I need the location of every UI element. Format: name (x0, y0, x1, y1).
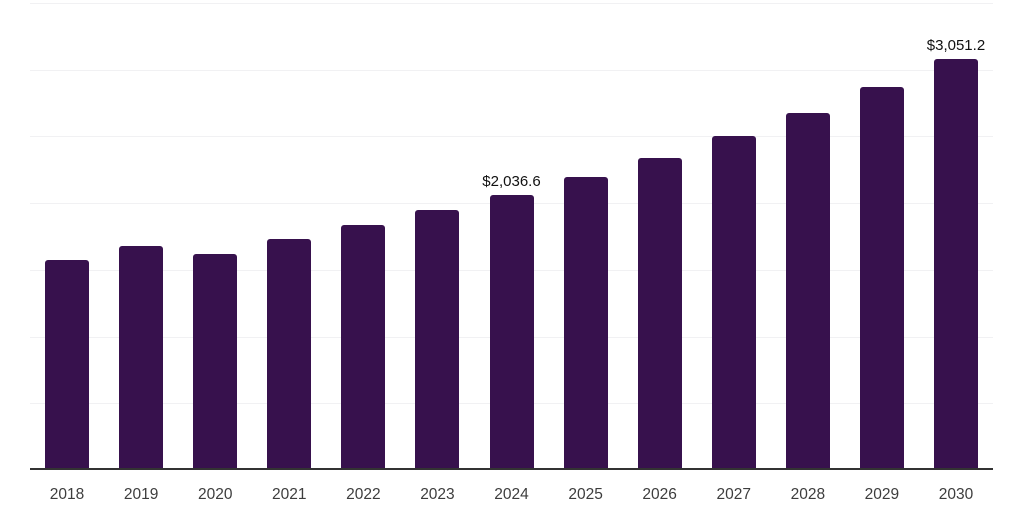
x-tick-2021: 2021 (272, 486, 307, 503)
bar-slot-2018 (30, 3, 104, 468)
bar-2023[interactable] (415, 209, 460, 468)
bar-2027[interactable] (711, 135, 756, 468)
x-tick-2030: 2030 (938, 486, 974, 503)
x-tick-2022: 2022 (346, 486, 381, 503)
bar-slot-2030: $3,051.2 (919, 3, 993, 468)
bar-2025[interactable] (563, 177, 608, 468)
x-tick-2025: 2025 (568, 486, 603, 503)
x-tick-2019: 2019 (123, 486, 159, 503)
bar-slot-2019 (104, 3, 178, 468)
bar-2019[interactable] (119, 246, 164, 468)
bar-2029[interactable] (859, 86, 904, 468)
x-tick-2027: 2027 (716, 486, 751, 503)
bar-value-label-2024: $2,036.6 (482, 173, 541, 190)
bar-slot-2029 (845, 3, 919, 468)
x-tick-2026: 2026 (642, 486, 677, 503)
x-tick-2023: 2023 (420, 486, 455, 503)
x-tick-2018: 2018 (49, 486, 85, 503)
gridline (30, 69, 993, 71)
bar-2022[interactable] (341, 225, 386, 468)
bar-slot-2020 (178, 3, 252, 468)
bar-slot-2025 (549, 3, 623, 468)
x-tick-2020: 2020 (197, 486, 233, 503)
bar-slot-2027 (697, 3, 771, 468)
plot-area: $2,036.6 $3,051.2 (30, 3, 993, 470)
gridline (30, 136, 993, 138)
bar-slot-2024: $2,036.6 (474, 3, 548, 468)
bar-2028[interactable] (785, 112, 830, 468)
bar-2018[interactable] (45, 259, 90, 468)
bar-slot-2026 (623, 3, 697, 468)
bar-slot-2028 (771, 3, 845, 468)
bar-2026[interactable] (637, 157, 682, 468)
x-tick-2029: 2029 (864, 486, 900, 503)
bars-row: $2,036.6 $3,051.2 (30, 3, 993, 468)
bar-value-label-2030: $3,051.2 (926, 37, 986, 54)
bar-slot-2022 (326, 3, 400, 468)
bar-2024[interactable] (489, 195, 534, 468)
x-tick-2028: 2028 (790, 486, 826, 503)
x-tick-2024: 2024 (494, 486, 529, 503)
bar-slot-2021 (252, 3, 326, 468)
bar-2030[interactable] (933, 59, 978, 468)
bar-2021[interactable] (267, 238, 312, 468)
bar-slot-2023 (400, 3, 474, 468)
bar-2020[interactable] (193, 253, 238, 468)
gridline (30, 3, 993, 4)
x-axis: 2018 2019 2020 2021 2022 2023 2024 2025 2026 2027… (30, 485, 993, 505)
